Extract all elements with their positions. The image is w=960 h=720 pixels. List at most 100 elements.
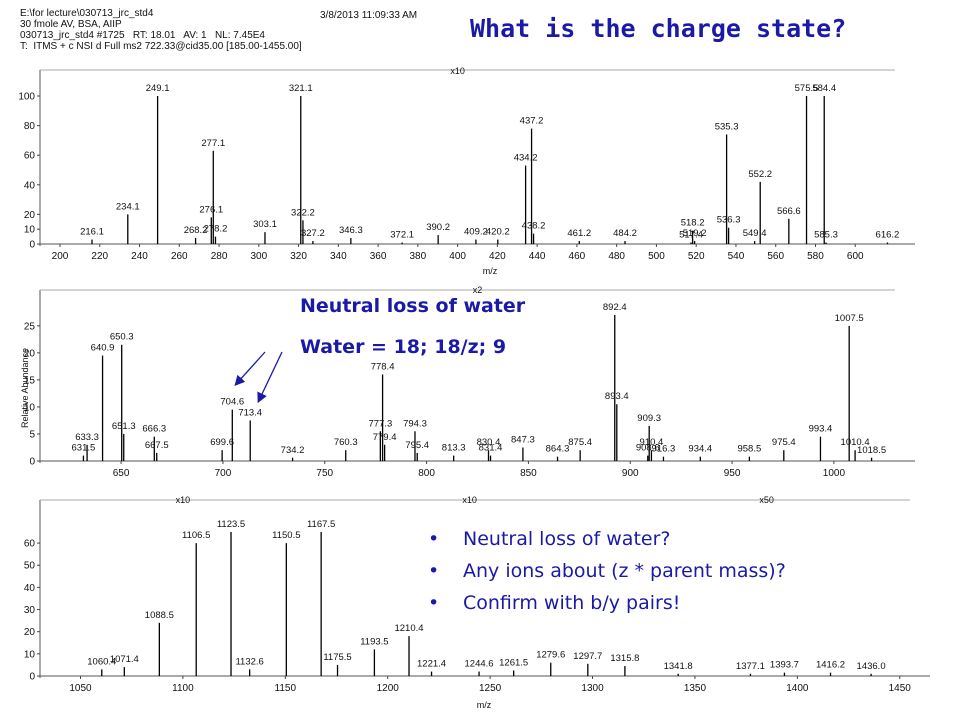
peak-label: 1436.0 (857, 661, 886, 672)
peak-label: 322.2 (291, 207, 315, 218)
scan-header: E:\for lecture\030713_jrc_std4 30 fmole A… (20, 8, 302, 52)
peak-label: 1416.2 (816, 660, 845, 671)
peak-label: 278.2 (204, 224, 228, 235)
peak-label: 390.2 (426, 222, 450, 233)
peak-label: 831.4 (479, 443, 503, 454)
x-tick-label: 600 (847, 251, 864, 262)
x-tick-label: 950 (724, 468, 741, 479)
x-tick-label: 1300 (581, 683, 604, 694)
x-tick-label: 220 (91, 251, 108, 262)
peak-label: 699.6 (210, 437, 234, 448)
bullet-item: • Neutral loss of water? (428, 528, 786, 550)
x-tick-label: 700 (215, 468, 232, 479)
y-tick-label: 100 (18, 92, 35, 103)
peak-label: 518.2 (681, 218, 705, 229)
peak-label: 584.4 (812, 83, 836, 94)
peak-label: 813.3 (442, 443, 466, 454)
peak-label: 616.2 (876, 230, 900, 241)
peak-label: 552.2 (748, 169, 772, 180)
x-tick-label: 420 (489, 251, 506, 262)
peak-label: 910.4 (640, 437, 664, 448)
peak-label: 1088.5 (145, 610, 174, 621)
peak-label: 908.6 (636, 443, 660, 454)
x-tick-label: 440 (529, 251, 546, 262)
y-tick-label: 20 (24, 627, 36, 638)
peak-label: 346.3 (339, 225, 363, 236)
peak-label: 713.4 (238, 407, 262, 418)
peak-label: 934.4 (688, 444, 712, 455)
x-tick-label: 1450 (889, 683, 912, 694)
peak-label: 249.1 (146, 83, 170, 94)
peak-label: 566.6 (777, 206, 801, 217)
peak-label: 779.4 (373, 432, 397, 443)
peak-label: 438.2 (522, 221, 546, 232)
bullet-list: • Neutral loss of water? • Any ions about … (428, 528, 786, 624)
x-tick-label: 400 (449, 251, 466, 262)
header-filter-line: T: ITMS + c NSI d Full ms2 722.33@cid35.… (20, 41, 302, 52)
peak-label: 778.4 (371, 361, 395, 372)
peak-label: 1167.5 (307, 519, 335, 530)
x-tick-label: 560 (767, 251, 784, 262)
annotation-neutral-loss: Neutral loss of water (300, 295, 526, 317)
peak-label: 409.2 (464, 227, 488, 238)
x-tick-label: 1350 (684, 683, 707, 694)
peak-label: 437.2 (520, 116, 544, 127)
peak-label: 1244.6 (465, 659, 494, 670)
x-tick-label: 340 (330, 251, 347, 262)
peak-label: 1132.6 (235, 656, 263, 667)
peak-label: 216.1 (80, 227, 104, 238)
peak-label: 536.3 (717, 215, 741, 226)
peak-label: 1175.5 (323, 652, 351, 663)
y-tick-label: 0 (29, 240, 35, 251)
scale-marker-label: x50 (759, 495, 774, 505)
scale-marker-label: x2 (473, 285, 483, 295)
y-tick-label: 15 (24, 375, 36, 386)
peak-label: 830.4 (477, 437, 501, 448)
bullet-text: Confirm with b/y pairs! (463, 592, 681, 614)
arrow-to-713-peak (257, 351, 283, 404)
peak-label: 892.4 (603, 302, 627, 313)
peak-label: 1297.7 (573, 651, 602, 662)
peak-label: 794.3 (403, 418, 427, 429)
peak-label: 651.3 (112, 421, 136, 432)
peak-label: 1010.4 (841, 437, 870, 448)
bullet-dot-icon: • (428, 592, 440, 614)
x-tick-label: 540 (728, 251, 745, 262)
peak-label: 1071.4 (110, 654, 139, 665)
bullet-item: • Any ions about (z * parent mass)? (428, 560, 786, 582)
peak-label: 549.4 (743, 228, 767, 239)
peak-label: 1007.5 (835, 313, 864, 324)
peak-label: 893.4 (605, 391, 629, 402)
peak-label: 777.3 (368, 418, 392, 429)
peak-label: 993.4 (809, 424, 833, 435)
y-tick-label: 0 (29, 672, 35, 683)
y-tick-label: 20 (24, 210, 36, 221)
scale-marker-label: x10 (450, 66, 465, 76)
peak-label: 1279.6 (536, 650, 565, 661)
x-tick-label: 850 (520, 468, 537, 479)
x-tick-label: 200 (52, 251, 69, 262)
y-tick-label: 60 (24, 539, 36, 550)
peak-label: 461.2 (567, 228, 591, 239)
x-tick-label: 900 (622, 468, 639, 479)
x-tick-label: 1000 (823, 468, 846, 479)
peak-label: 276.1 (199, 204, 223, 215)
y-tick-label: 40 (24, 180, 36, 191)
peak-label: 958.5 (737, 444, 761, 455)
bullet-dot-icon: • (428, 560, 440, 582)
peak-label: 1210.4 (394, 623, 423, 634)
peak-label: 420.2 (486, 227, 510, 238)
peak-label: 1315.8 (610, 653, 639, 664)
x-tick-label: 260 (171, 251, 188, 262)
peak-label: 234.1 (116, 201, 140, 212)
peak-label: 631.5 (72, 443, 96, 454)
slide-title: What is the charge state? (470, 14, 847, 43)
x-tick-label: 650 (113, 468, 130, 479)
arrow-to-704-peak (234, 351, 266, 386)
peak-label: 640.9 (91, 343, 115, 354)
peak-label: 1150.5 (272, 530, 300, 541)
peak-label: 1393.7 (770, 660, 799, 671)
peak-label: 760.3 (334, 437, 358, 448)
peak-label: 1261.5 (499, 657, 528, 668)
